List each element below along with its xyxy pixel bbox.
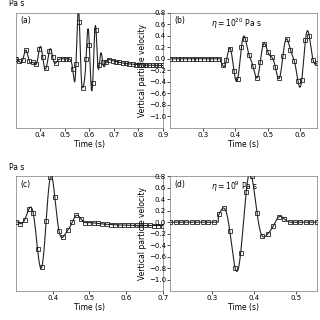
Text: $\eta = 10^{9}$ Pa s: $\eta = 10^{9}$ Pa s	[211, 180, 259, 194]
Text: Pa s: Pa s	[9, 163, 24, 172]
Y-axis label: Vertical particle velocity: Vertical particle velocity	[138, 24, 148, 117]
Text: (b): (b)	[174, 16, 185, 25]
Text: $\eta = 10^{20}$ Pa s: $\eta = 10^{20}$ Pa s	[211, 16, 262, 31]
X-axis label: Time (s): Time (s)	[228, 303, 259, 312]
Text: Pa s: Pa s	[9, 0, 24, 8]
X-axis label: Time (s): Time (s)	[74, 303, 105, 312]
Text: (d): (d)	[174, 180, 185, 188]
Text: (c): (c)	[20, 180, 30, 188]
Y-axis label: Vertical particle velocity: Vertical particle velocity	[138, 187, 148, 280]
Text: (a): (a)	[20, 16, 31, 25]
X-axis label: Time (s): Time (s)	[228, 140, 259, 149]
X-axis label: Time (s): Time (s)	[74, 140, 105, 149]
